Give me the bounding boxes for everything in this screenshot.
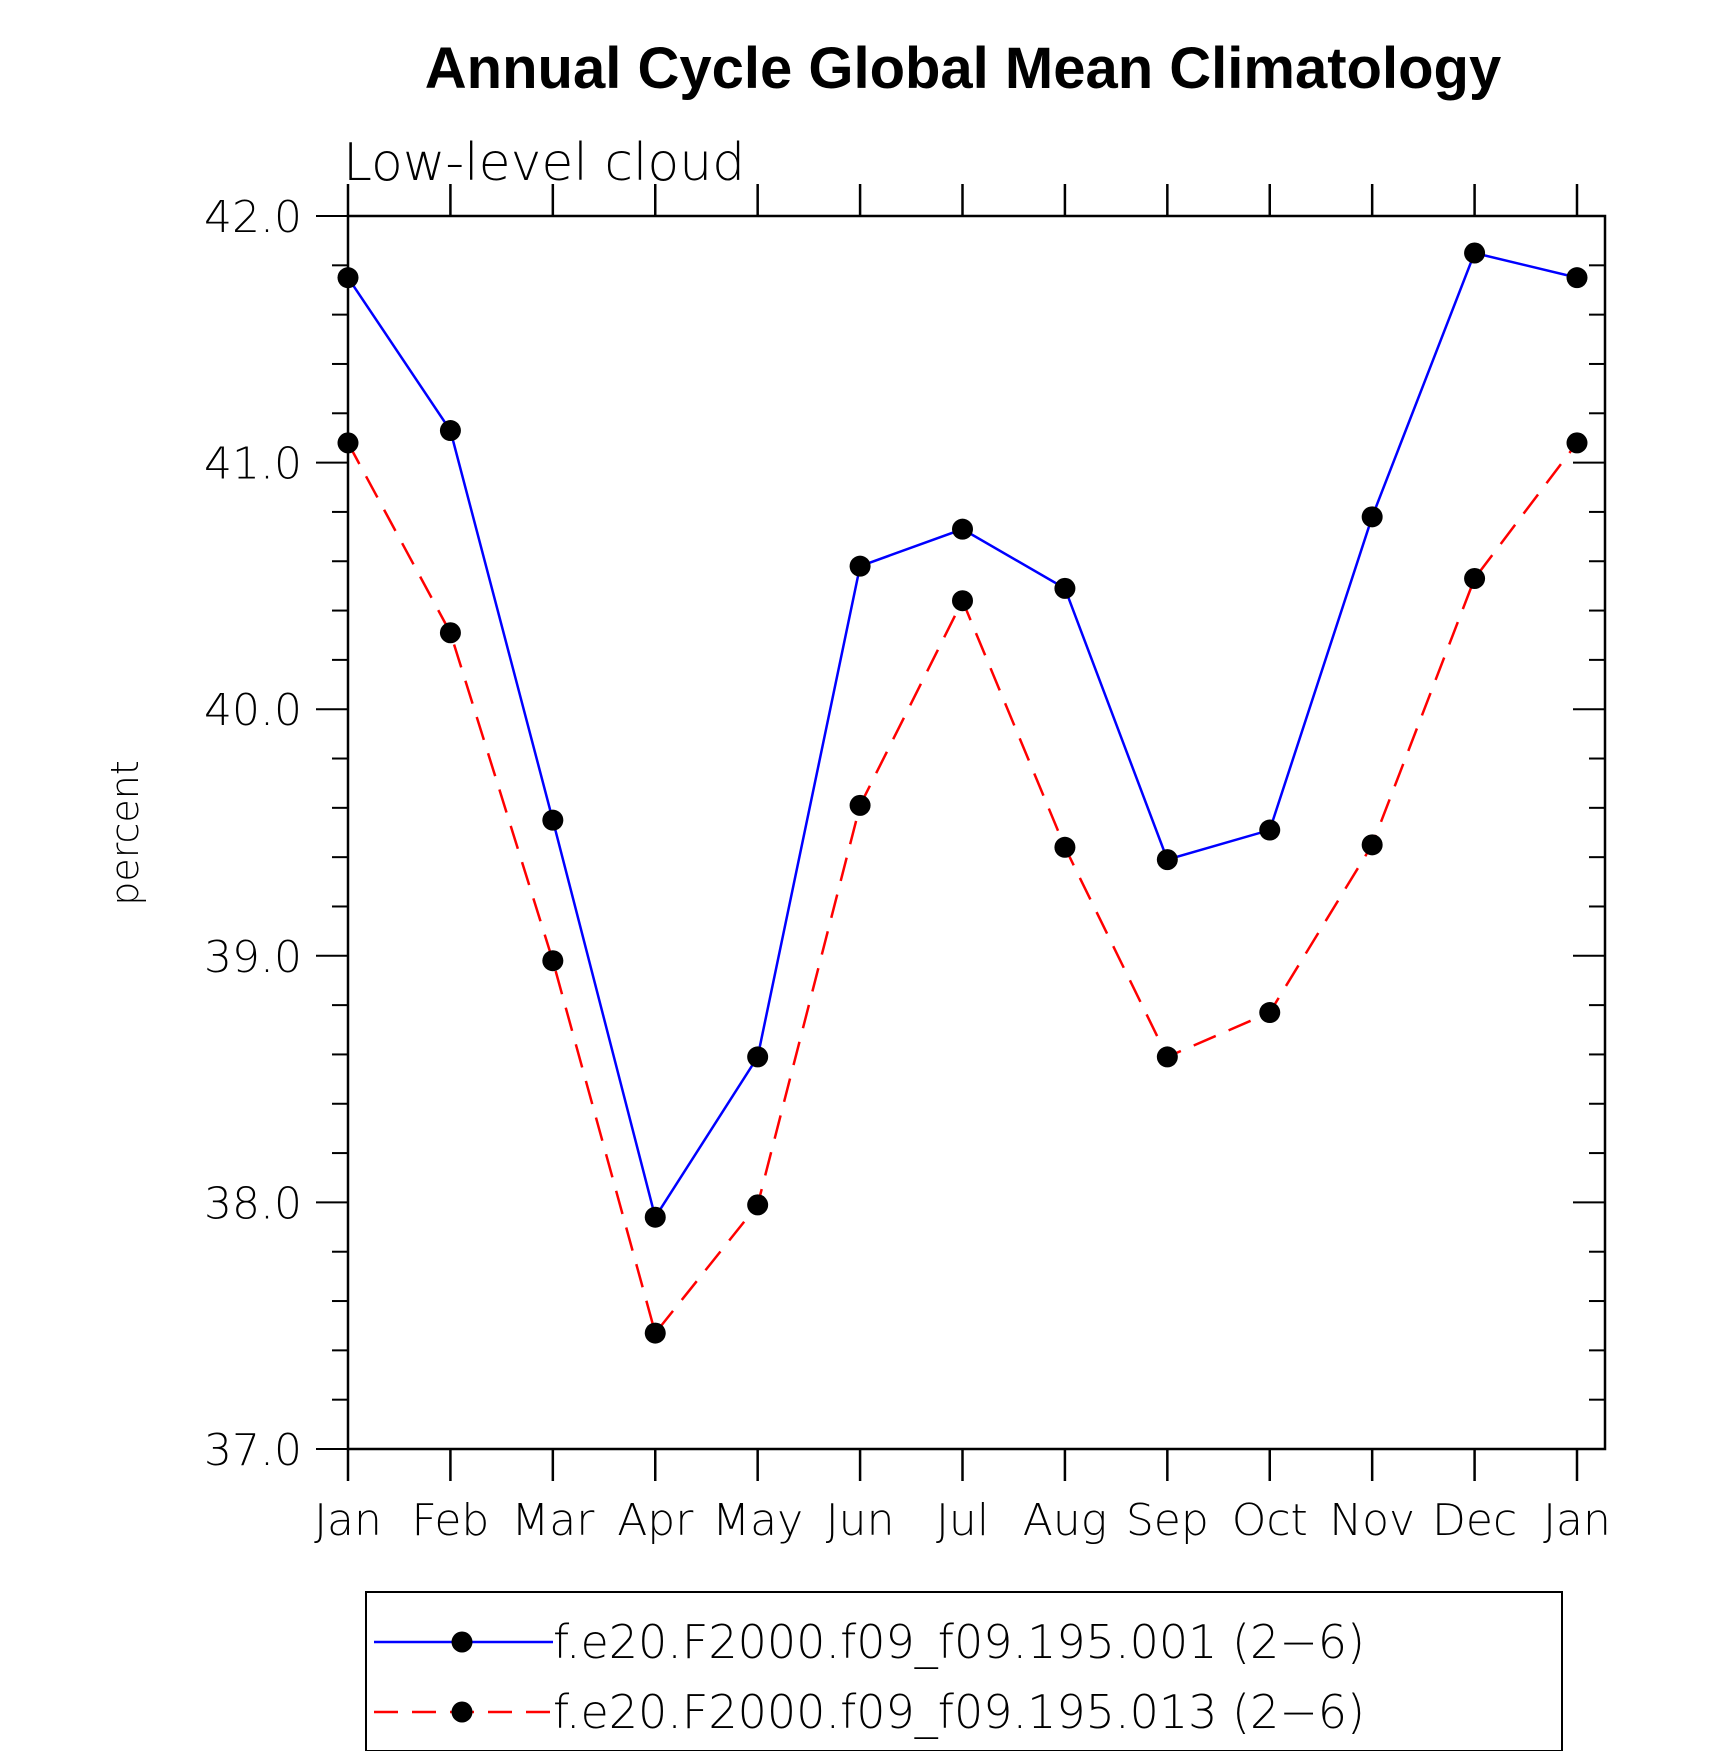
- data-point: [1566, 432, 1588, 454]
- data-point: [747, 1046, 769, 1068]
- data-point: [1259, 819, 1281, 841]
- x-tick-label: Oct: [1232, 1495, 1308, 1546]
- data-point: [952, 518, 973, 540]
- data-point: [337, 432, 359, 454]
- data-point: [1054, 836, 1076, 858]
- data-point: [952, 590, 973, 612]
- legend-label: f.e20.F2000.f09_f09.195.013 (2−6): [553, 1685, 1365, 1739]
- legend-label: f.e20.F2000.f09_f09.195.001 (2−6): [553, 1615, 1365, 1669]
- y-tick-label: 42.0: [204, 192, 302, 243]
- x-tick-label: Nov: [1329, 1495, 1415, 1546]
- x-tick-label: Feb: [411, 1495, 489, 1546]
- data-point: [747, 1194, 769, 1216]
- axes: 37.0 38.0 39.0 40.0 41.0 42.0 Jan Feb Mar Apr May J…: [204, 184, 1611, 1546]
- x-tick-label: Jan: [1543, 1495, 1611, 1546]
- data-point: [644, 1206, 666, 1228]
- data-point: [439, 420, 461, 442]
- data-point: [1566, 267, 1588, 289]
- series-line: [346, 251, 1578, 1221]
- data-point: [1464, 568, 1486, 590]
- x-tick-label: Jul: [936, 1495, 989, 1546]
- y-tick-label: 38.0: [204, 1178, 302, 1229]
- chart-subtitle: Low-level cloud: [343, 133, 745, 193]
- data-point: [542, 809, 564, 831]
- series-1: [337, 242, 1588, 1228]
- series-layer: [337, 242, 1588, 1344]
- x-tick-label: May: [712, 1495, 803, 1546]
- data-point: [1464, 242, 1486, 264]
- data-point: [1156, 1046, 1178, 1068]
- x-tick-label: Sep: [1126, 1495, 1209, 1546]
- data-point: [849, 555, 871, 577]
- y-tick-label: 41.0: [204, 439, 302, 490]
- x-tick-label: Dec: [1432, 1495, 1517, 1546]
- chart-title: Annual Cycle Global Mean Climatology: [425, 36, 1501, 101]
- data-point: [849, 794, 871, 816]
- legend: f.e20.F2000.f09_f09.195.001 (2−6) f.e20.F…: [365, 1591, 1563, 1751]
- data-point: [439, 622, 461, 644]
- x-tick-label: Apr: [617, 1495, 694, 1546]
- x-tick-label: Mar: [511, 1495, 595, 1546]
- data-point: [1156, 849, 1178, 871]
- legend-item: f.e20.F2000.f09_f09.195.013 (2−6): [374, 1685, 1365, 1739]
- series-2: [337, 432, 1588, 1344]
- data-point: [542, 950, 564, 972]
- legend-marker: [451, 1701, 473, 1723]
- legend-marker: [451, 1631, 473, 1653]
- y-axis-label: percent: [103, 760, 147, 906]
- data-point: [1361, 834, 1383, 856]
- x-tick-label: Jan: [314, 1495, 382, 1546]
- x-tick-label: Aug: [1023, 1495, 1107, 1546]
- y-tick-label: 37.0: [204, 1425, 302, 1476]
- plot-frame: [346, 214, 1607, 1451]
- data-point: [337, 267, 359, 289]
- y-tick-label: 40.0: [204, 685, 302, 736]
- x-tick-label: Jun: [826, 1495, 895, 1546]
- data-point: [644, 1322, 666, 1344]
- legend-item: f.e20.F2000.f09_f09.195.001 (2−6): [374, 1615, 1365, 1669]
- legend-box: [365, 1591, 1563, 1751]
- data-point: [1361, 506, 1383, 528]
- series-line: [346, 442, 1578, 1336]
- data-point: [1259, 1002, 1281, 1024]
- data-point: [1054, 577, 1076, 599]
- y-tick-label: 39.0: [204, 932, 302, 983]
